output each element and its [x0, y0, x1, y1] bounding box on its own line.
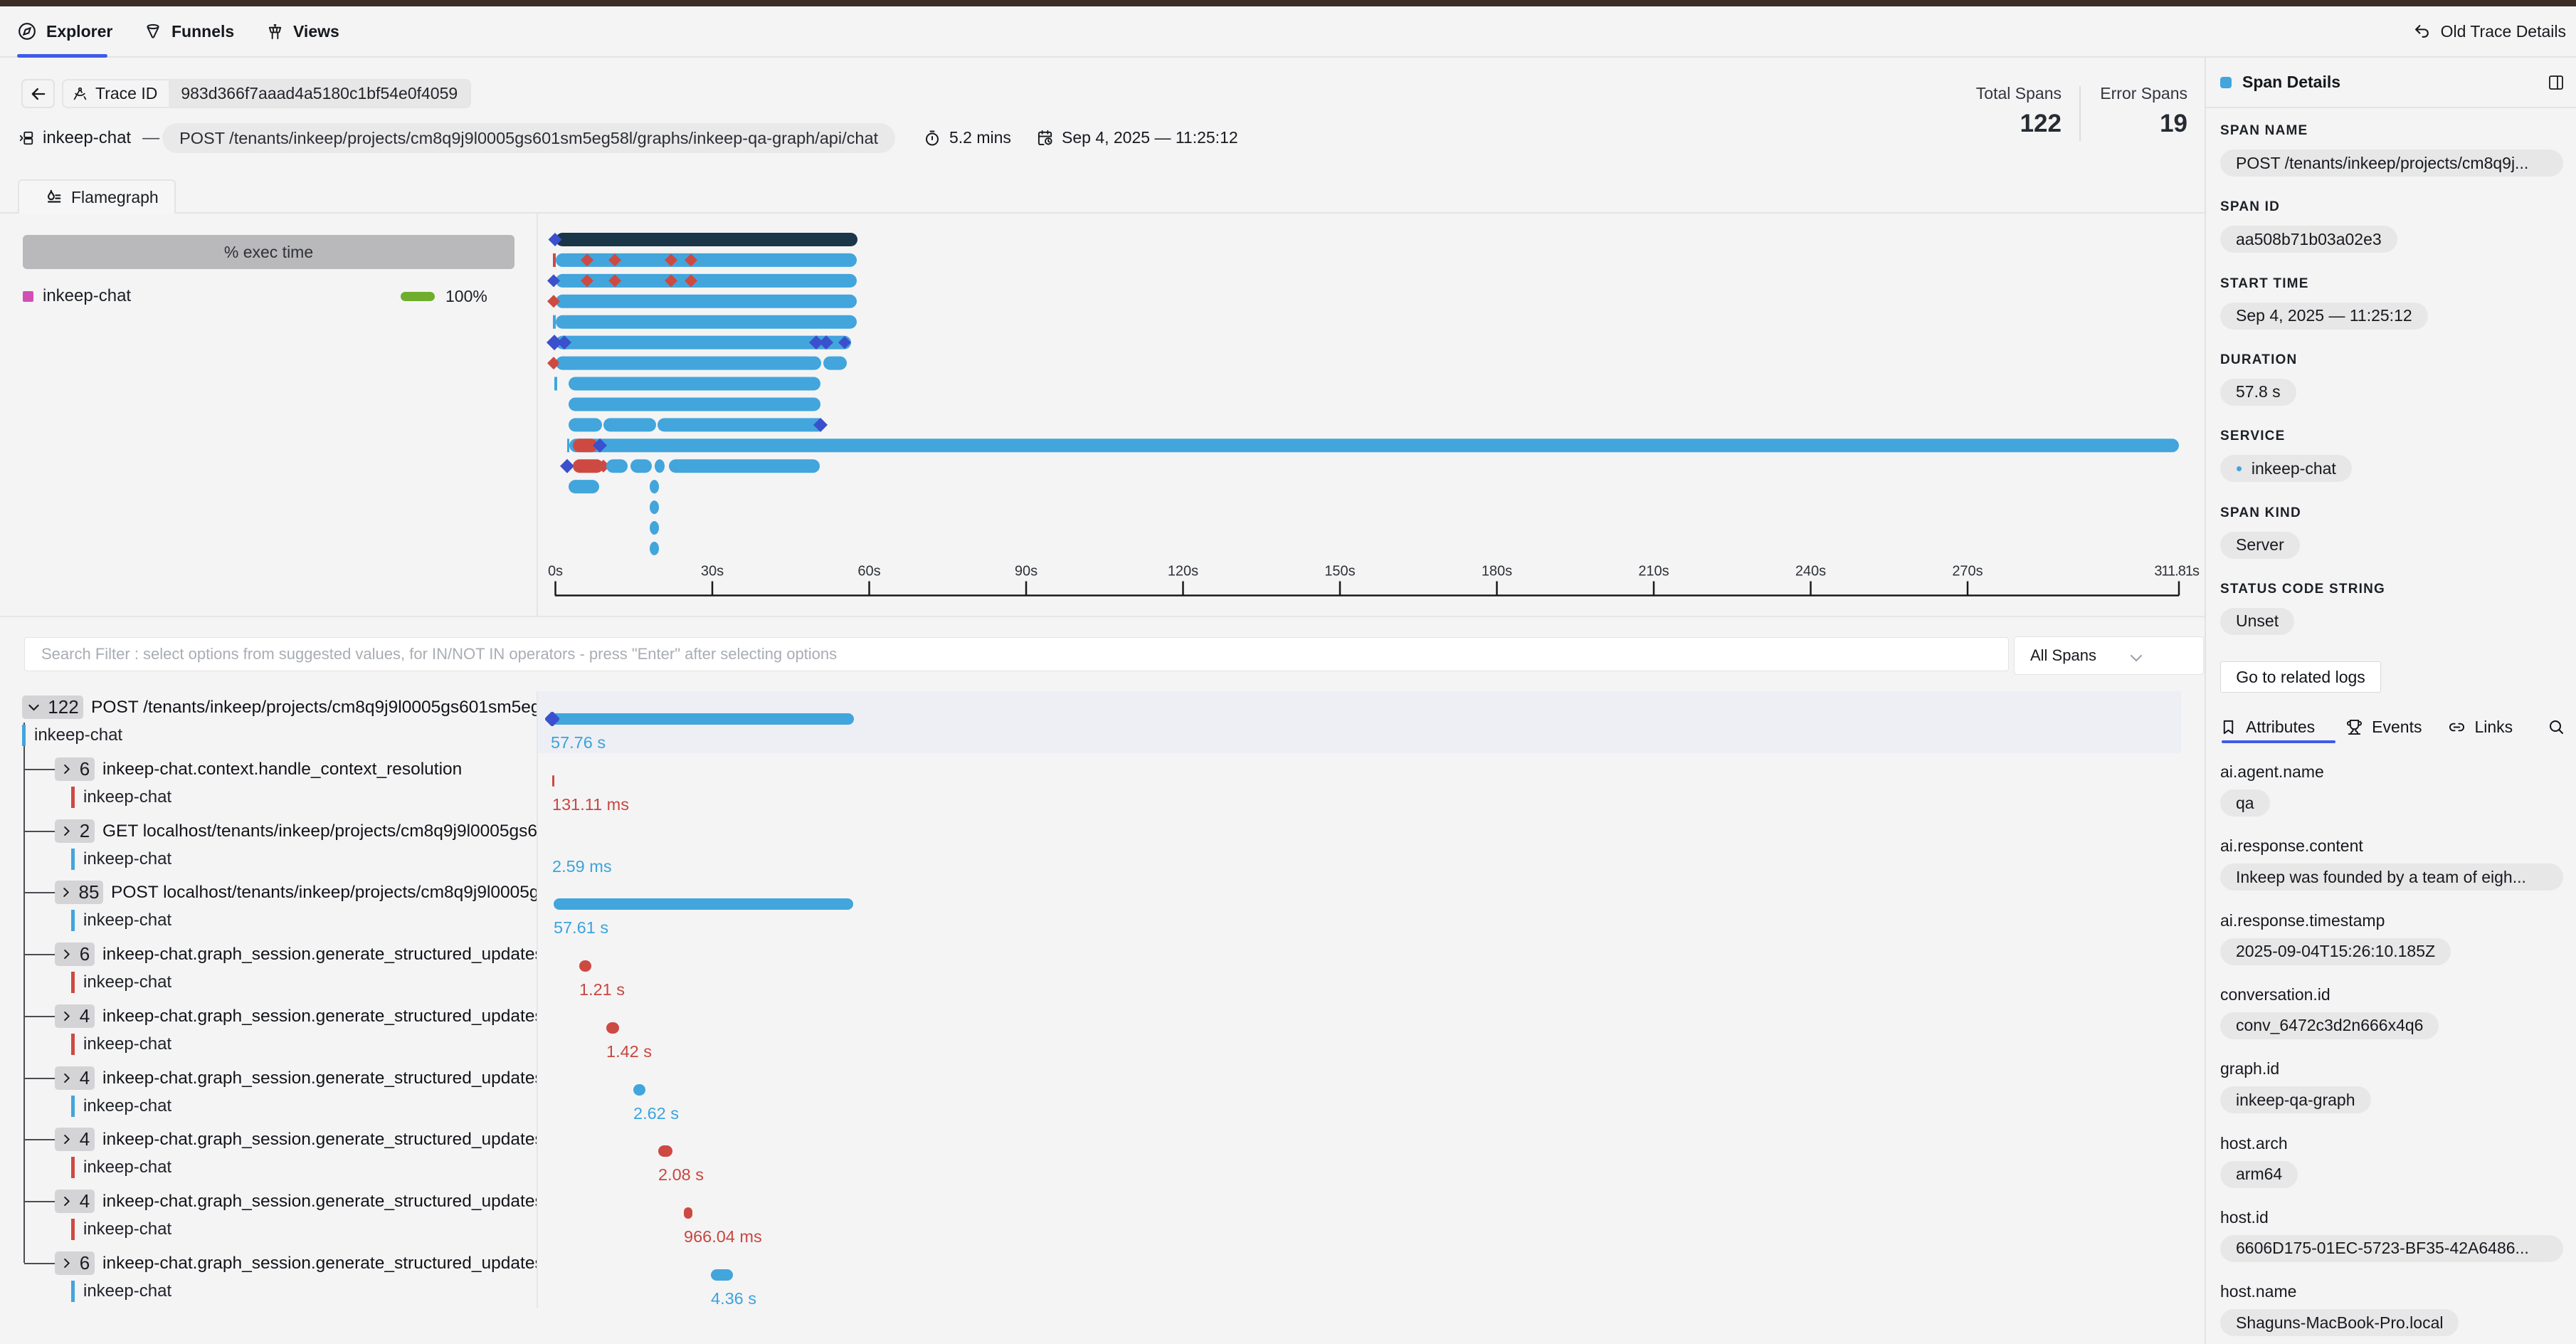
- svg-text:180s: 180s: [1482, 564, 1512, 579]
- svg-text:210s: 210s: [1638, 564, 1669, 579]
- svg-text:60s: 60s: [857, 564, 880, 579]
- svg-text:0s: 0s: [548, 564, 563, 579]
- svg-text:90s: 90s: [1015, 564, 1038, 579]
- svg-text:120s: 120s: [1168, 564, 1198, 579]
- svg-text:150s: 150s: [1324, 564, 1355, 579]
- svg-text:30s: 30s: [701, 564, 724, 579]
- svg-text:311.81s: 311.81s: [2154, 564, 2200, 579]
- svg-text:270s: 270s: [1952, 564, 1983, 579]
- svg-text:240s: 240s: [1795, 564, 1826, 579]
